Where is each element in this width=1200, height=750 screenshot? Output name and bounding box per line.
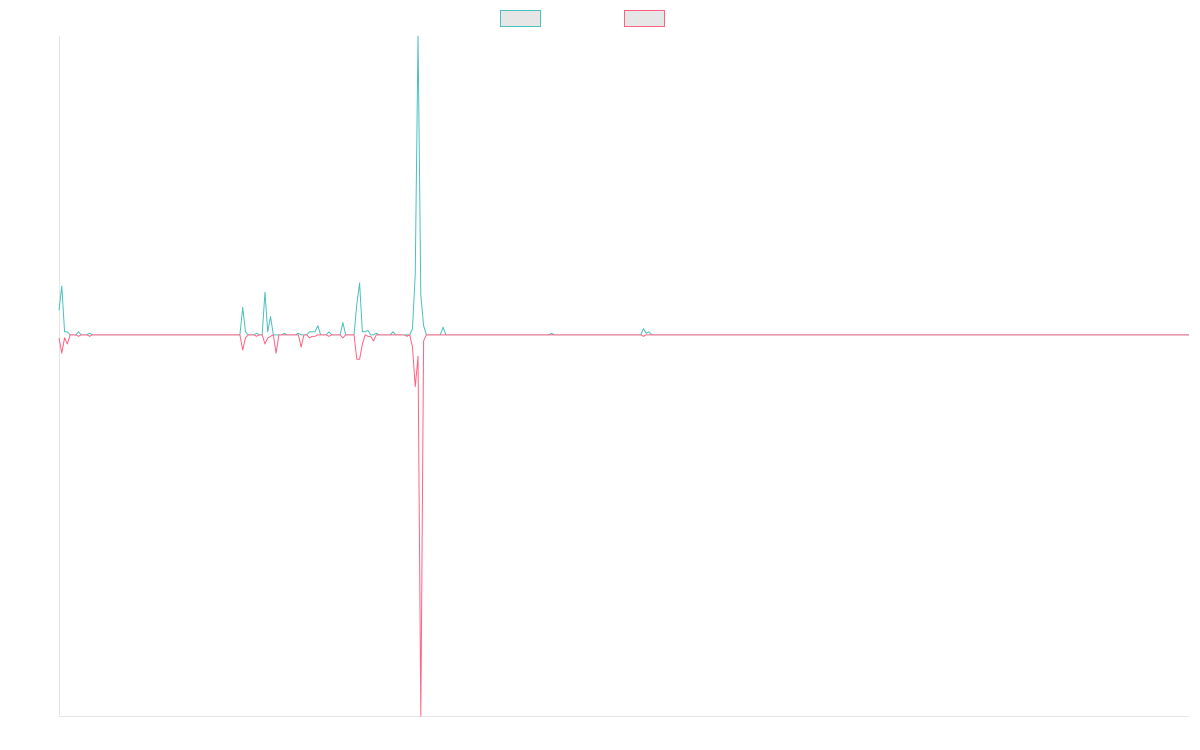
legend-swatch-1[interactable]: [500, 10, 541, 27]
chart-legend[interactable]: [500, 10, 665, 27]
series-line-1: [58, 35, 1189, 336]
series-line-2: [58, 334, 1189, 717]
legend-swatch-2[interactable]: [624, 10, 665, 27]
series-group: [58, 35, 1189, 717]
